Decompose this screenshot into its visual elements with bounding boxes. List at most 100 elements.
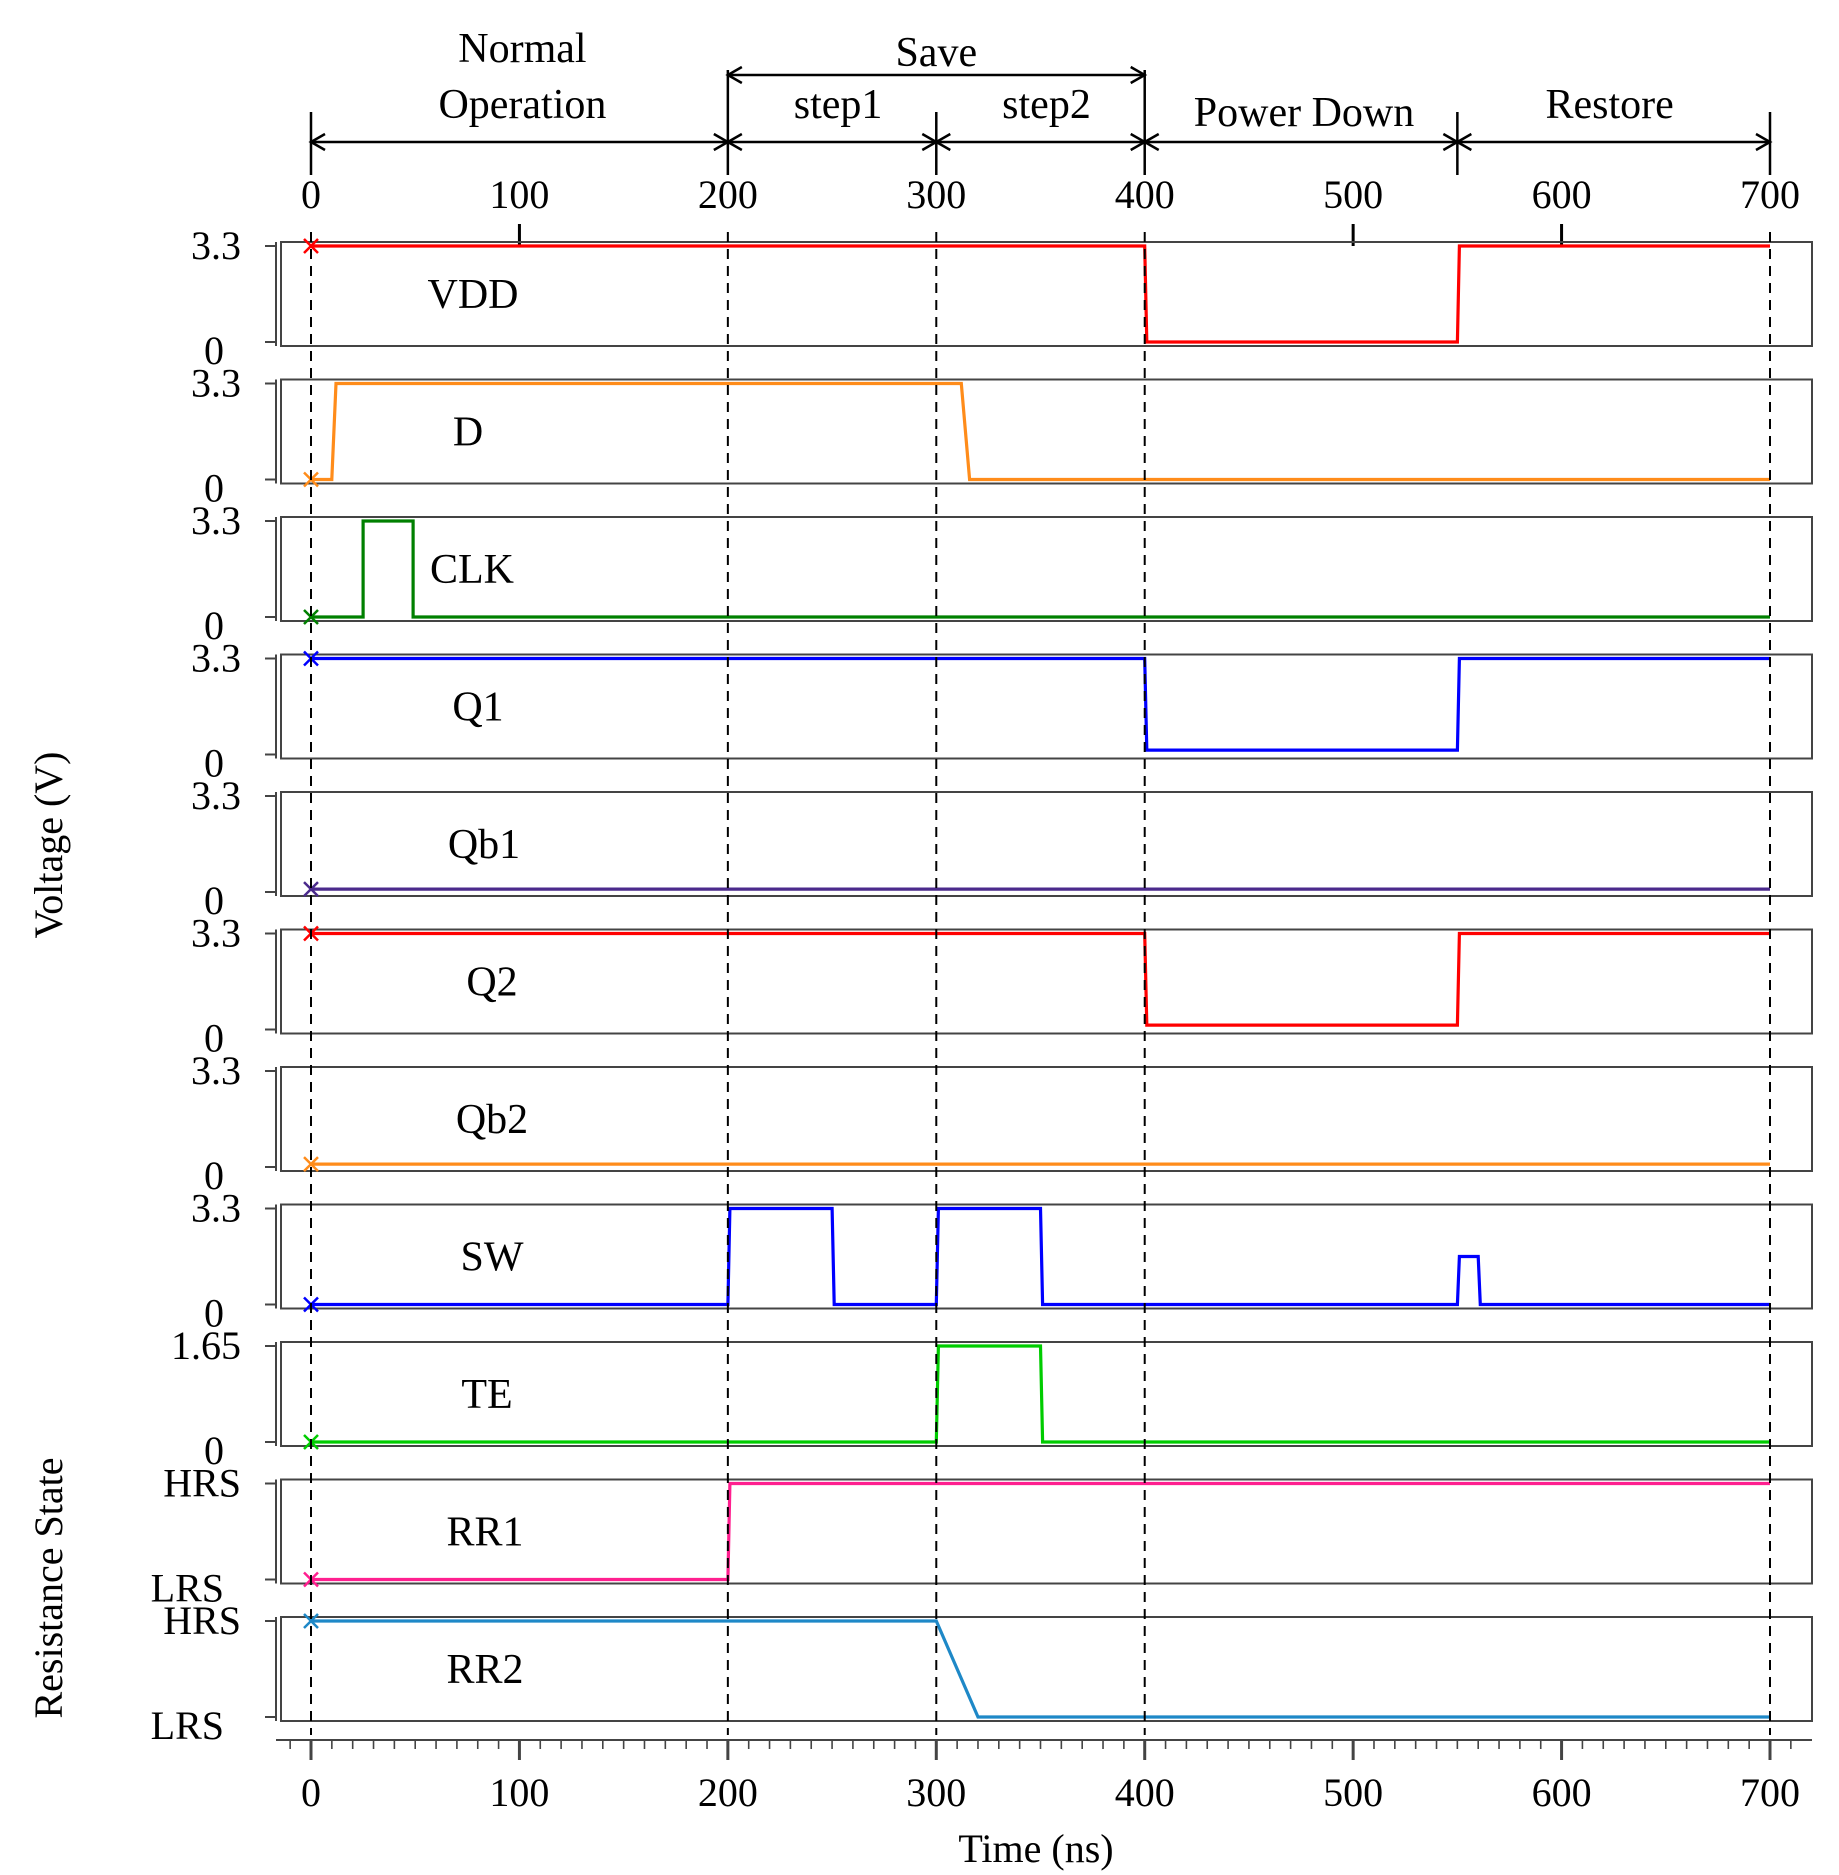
panel-qb2: 3.3 0 Qb2 — [191, 1048, 1813, 1198]
panel-y-tick-label-low: 0 — [204, 603, 224, 648]
panel-frame — [280, 241, 1813, 347]
waveform-rr1 — [311, 1481, 1770, 1582]
panel-qb1: 3.3 0 Qb1 — [191, 773, 1813, 923]
phase-arrow-save — [725, 65, 1148, 85]
panel-y-tick-label-low: 0 — [204, 328, 224, 373]
signal-label-clk: CLK — [430, 547, 514, 593]
panel-y-tick-label-low: LRS — [151, 1703, 224, 1748]
top-x-tick-label: 600 — [1532, 172, 1592, 217]
panel-y-tick-label-low: 0 — [204, 741, 224, 786]
panel-q2: 3.3 0 Q2 — [191, 911, 1813, 1061]
signal-label-qb2: Qb2 — [456, 1097, 528, 1143]
signal-label-vdd: VDD — [428, 272, 519, 318]
panel-frame — [280, 1066, 1813, 1172]
top-x-tick-label: 100 — [489, 172, 549, 217]
start-marker-vdd — [303, 238, 319, 254]
bottom-x-tick-label: 600 — [1532, 1770, 1592, 1815]
panel-y-tick-label-low: 0 — [204, 1291, 224, 1336]
panel-q1: 3.3 0 Q1 — [191, 636, 1813, 786]
panel-y-tick-label-high: 3.3 — [191, 1048, 241, 1093]
signal-label-rr2: RR2 — [446, 1647, 523, 1693]
waveform-sw — [311, 1206, 1770, 1307]
bottom-x-tick-label: 100 — [489, 1770, 549, 1815]
panel-y-tick-label-high: 3.3 — [191, 773, 241, 818]
panel-y-tick-label-low: 0 — [204, 1428, 224, 1473]
phase-label-normal: Normal — [458, 26, 586, 72]
panel-y-tick-label-high: 3.3 — [191, 498, 241, 543]
panel-frame — [280, 1616, 1813, 1722]
panel-y-tick-label-low: 0 — [204, 466, 224, 511]
waveform-d — [311, 381, 1770, 482]
panel-clk: 3.3 0 CLK — [191, 498, 1813, 648]
signal-label-d: D — [453, 410, 483, 456]
start-marker-qb2 — [303, 1156, 319, 1172]
top-x-tick-label: 400 — [1115, 172, 1175, 217]
panel-frame — [280, 1203, 1813, 1310]
phase-arrow-2 — [933, 132, 1148, 152]
phase-label-save: Save — [895, 30, 977, 76]
start-marker-rr2 — [303, 1613, 319, 1629]
signal-label-sw: SW — [461, 1235, 524, 1281]
top-axis: 0 100 200 300 400 500 600 700 — [301, 172, 1800, 246]
panel-y-tick-label-high: 3.3 — [191, 361, 241, 406]
phase-arrow-3 — [1142, 132, 1460, 152]
panel-y-tick-label-high: 3.3 — [191, 911, 241, 956]
bottom-x-tick-label: 500 — [1323, 1770, 1383, 1815]
phase-label-power-down: Power Down — [1194, 90, 1414, 136]
bottom-x-tick-label: 200 — [698, 1770, 758, 1815]
phase-arrow-0 — [308, 132, 731, 152]
panel-rr2: HRS LRS RR2 — [151, 1598, 1813, 1748]
bottom-x-tick-label: 0 — [301, 1770, 321, 1815]
dashed-guide-lines — [310, 232, 1771, 1735]
start-marker-qb1 — [303, 881, 319, 897]
panel-frame — [280, 791, 1813, 897]
panel-y-tick-label-low: LRS — [151, 1566, 224, 1611]
panel-y-tick-label-low: 0 — [204, 878, 224, 923]
waveform-q1 — [311, 656, 1770, 752]
panel-frame — [280, 516, 1813, 622]
phase-label-operation: Operation — [438, 82, 606, 128]
top-x-tick-label: 0 — [301, 172, 321, 217]
phase-label-step2: step2 — [1002, 82, 1091, 128]
phase-arrow-1 — [725, 132, 939, 152]
panel-y-tick-label-high: 1.65 — [171, 1323, 241, 1368]
phase-label-step1: step1 — [794, 82, 883, 128]
phase-arrow-save-head-left — [725, 65, 743, 85]
waveform-te — [311, 1344, 1770, 1444]
signal-label-rr1: RR1 — [446, 1510, 523, 1556]
bottom-x-tick-label: 400 — [1115, 1770, 1175, 1815]
signal-label-qb1: Qb1 — [448, 822, 520, 868]
panel-frame — [280, 653, 1813, 760]
top-x-tick-label: 300 — [906, 172, 966, 217]
panel-frame — [280, 928, 1813, 1035]
x-axis-label: Time (ns) — [958, 1826, 1113, 1871]
signal-label-q1: Q1 — [452, 685, 503, 731]
bottom-axis: 0 100 200 300 400 500 600 700 — [276, 1739, 1812, 1815]
waveform-clk — [311, 519, 1770, 619]
waveform-vdd — [311, 244, 1770, 344]
waveform-rr2 — [311, 1619, 1770, 1719]
panel-y-tick-label-high: 3.3 — [191, 1186, 241, 1231]
y-axis-label-resistance: Resistance State — [26, 1457, 71, 1718]
panel-vdd: 3.3 0 VDD — [191, 223, 1813, 373]
bottom-x-tick-label: 700 — [1740, 1770, 1800, 1815]
panel-frame — [280, 1478, 1813, 1585]
signal-label-te: TE — [461, 1372, 512, 1418]
panel-rr1: HRS LRS RR1 — [151, 1461, 1813, 1611]
top-x-tick-label: 500 — [1323, 172, 1383, 217]
phase-arrow-save-head-right — [1130, 65, 1148, 85]
panel-frame — [280, 378, 1813, 485]
signal-panels: 3.30VDD3.30D3.30CLK3.30Q13.30Qb13.30Q23.… — [151, 223, 1813, 1748]
panel-y-tick-label-high: 3.3 — [191, 223, 241, 268]
start-marker-clk — [303, 609, 319, 625]
panel-te: 1.65 0 TE — [171, 1323, 1813, 1473]
panel-y-tick-label-high: 3.3 — [191, 636, 241, 681]
panel-y-tick-label-low: 0 — [204, 1016, 224, 1061]
panel-sw: 3.3 0 SW — [191, 1186, 1813, 1336]
panel-frame — [280, 1341, 1813, 1447]
phase-annotations: Normal Operation Save step1 step2 Power Down R… — [308, 26, 1773, 175]
waveform-q2 — [311, 931, 1770, 1027]
panel-d: 3.3 0 D — [191, 361, 1813, 511]
panel-y-tick-label-low: 0 — [204, 1153, 224, 1198]
